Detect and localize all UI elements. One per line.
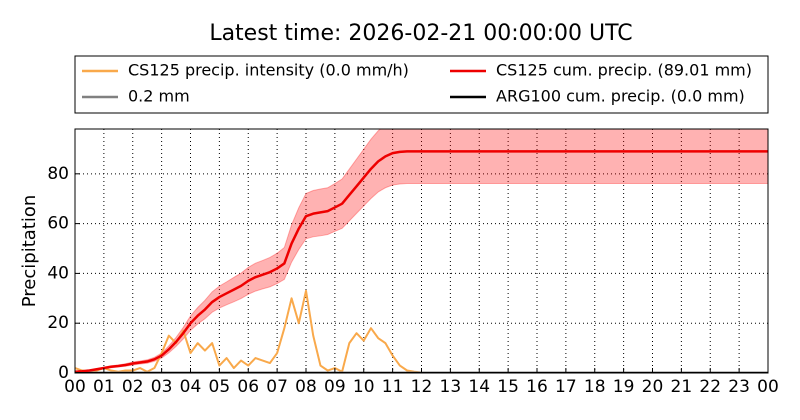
x-tick-label: 17 [555,377,577,397]
x-tick-label: 11 [382,377,404,397]
legend-label: CS125 precip. intensity (0.0 mm/h) [128,61,409,80]
x-tick-label: 20 [642,377,664,397]
legend-label: 0.2 mm [128,87,190,106]
x-tick-label: 23 [728,377,750,397]
y-tick-label: 80 [47,164,69,184]
y-tick-label: 0 [58,363,69,383]
x-tick-label: 14 [468,377,490,397]
chart-title: Latest time: 2026-02-21 00:00:00 UTC [209,21,632,46]
x-tick-label: 04 [180,377,202,397]
x-tick-label: 13 [440,377,462,397]
x-tick-label: 02 [122,377,144,397]
y-axis-label: Precipitation [19,195,40,308]
x-tick-label: 08 [295,377,317,397]
x-tick-label: 10 [353,377,375,397]
x-tick-label: 00 [757,377,779,397]
y-tick-label: 60 [47,214,69,234]
x-tick-label: 01 [93,377,115,397]
x-tick-label: 06 [237,377,259,397]
x-tick-label: 16 [526,377,548,397]
legend-box [74,55,769,114]
legend-label: ARG100 cum. precip. (0.0 mm) [496,87,745,106]
x-tick-label: 15 [497,377,519,397]
plot-area [75,129,768,373]
y-tick-label: 40 [47,263,69,283]
y-tick-label: 20 [47,313,69,333]
x-tick-label: 09 [324,377,346,397]
legend-label: CS125 cum. precip. (89.01 mm) [496,61,752,80]
x-tick-label: 12 [411,377,433,397]
x-tick-label: 00 [64,377,86,397]
data-line [75,150,768,373]
x-tick-label: 21 [671,377,693,397]
x-tick-label: 05 [209,377,231,397]
x-tick-label: 18 [584,377,606,397]
uncertainty-band [75,129,768,373]
x-tick-label: 07 [266,377,288,397]
x-tick-label: 03 [151,377,173,397]
x-tick-label: 19 [613,377,635,397]
x-tick-label: 22 [699,377,721,397]
data-line [75,289,768,373]
